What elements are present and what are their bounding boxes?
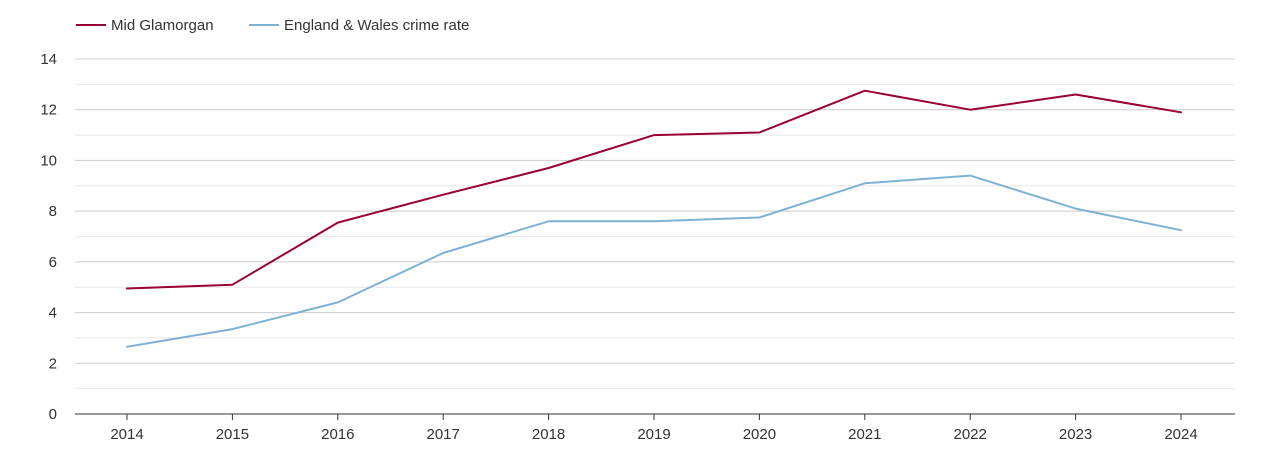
y-tick-label: 8 <box>49 203 57 220</box>
x-tick-label: 2022 <box>954 426 987 443</box>
legend-item: Mid Glamorgan <box>76 17 214 34</box>
legend-label: England & Wales crime rate <box>284 17 469 34</box>
x-axis: 2014 2015 2016 2017 2018 2019 2020 2021 2022 2023… <box>75 413 1235 443</box>
x-tick-label: 2014 <box>110 426 143 443</box>
y-tick-label: 12 <box>40 102 57 119</box>
y-tick-label: 0 <box>49 406 57 423</box>
y-tick-label: 6 <box>49 254 57 271</box>
legend: Mid Glamorgan England & Wales crime rate <box>76 17 469 34</box>
x-tick-label: 2019 <box>637 426 670 443</box>
y-tick-label: 10 <box>40 152 57 169</box>
series-line-1 <box>126 89 1182 290</box>
x-tick-label: 2018 <box>532 426 565 443</box>
x-tick-label: 2021 <box>848 426 881 443</box>
legend-item: England & Wales crime rate <box>249 17 469 34</box>
legend-label: Mid Glamorgan <box>111 17 214 34</box>
y-axis: 0 2 4 6 8 10 12 14 <box>40 51 57 423</box>
y-tick-label: 2 <box>49 355 57 372</box>
grid-lines <box>75 58 1235 390</box>
x-tick-label: 2020 <box>743 426 776 443</box>
x-tick-label: 2016 <box>321 426 354 443</box>
x-tick-label: 2023 <box>1059 426 1092 443</box>
x-tick-label: 2017 <box>427 426 460 443</box>
y-tick-label: 4 <box>49 305 57 322</box>
x-tick-label: 2024 <box>1164 426 1197 443</box>
y-tick-label: 14 <box>40 51 57 68</box>
x-tick-label: 2015 <box>216 426 249 443</box>
series-line-2 <box>126 174 1182 348</box>
series-group <box>126 89 1182 348</box>
